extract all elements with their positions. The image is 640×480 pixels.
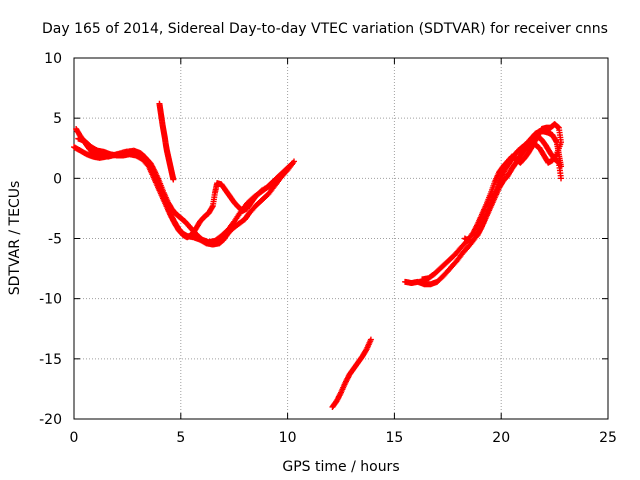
x-tick-label: 0 xyxy=(70,430,79,446)
data-point xyxy=(291,158,298,165)
y-tick-label: -10 xyxy=(39,292,62,308)
data-point xyxy=(367,336,374,343)
y-tick-label: -15 xyxy=(39,352,62,368)
y-tick-label: -20 xyxy=(39,412,62,428)
x-tick-label: 25 xyxy=(599,430,617,446)
chart-title: Day 165 of 2014, Sidereal Day-to-day VTE… xyxy=(42,21,608,37)
data-point xyxy=(558,175,565,182)
y-tick-label: 5 xyxy=(53,111,62,127)
data-series xyxy=(71,100,565,410)
y-tick-label: 10 xyxy=(44,51,62,67)
data-point xyxy=(267,182,274,189)
y-tick-label: 0 xyxy=(53,171,62,187)
x-tick-label: 20 xyxy=(492,430,510,446)
axis-ticks: 0 5 10 15 20 25 -20 -15 -10 -5 0 5 10 xyxy=(39,51,617,446)
x-axis-label: GPS time / hours xyxy=(282,459,399,475)
x-tick-label: 10 xyxy=(279,430,297,446)
data-point xyxy=(532,141,539,148)
y-axis-label: SDTVAR / TECUs xyxy=(7,181,23,296)
x-tick-label: 5 xyxy=(176,430,185,446)
data-point xyxy=(553,138,560,145)
data-point xyxy=(209,204,216,211)
y-tick-label: -5 xyxy=(48,232,62,248)
data-point xyxy=(170,176,177,183)
grid xyxy=(74,58,608,419)
x-tick-label: 15 xyxy=(385,430,403,446)
